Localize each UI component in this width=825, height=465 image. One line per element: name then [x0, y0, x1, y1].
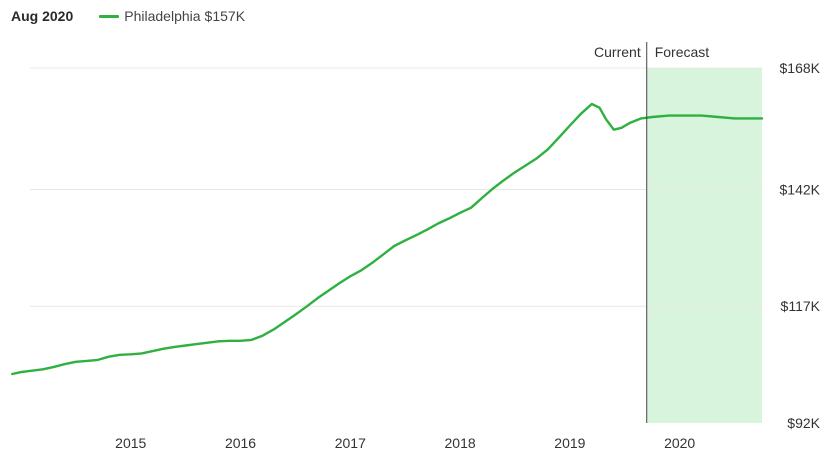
y-tick-label: $168K: [780, 60, 821, 76]
y-tick-label: $142K: [780, 181, 821, 197]
legend[interactable]: Philadelphia $157K: [99, 8, 245, 24]
chart-header: Aug 2020 Philadelphia $157K: [11, 6, 245, 26]
x-tick-label: 2018: [445, 435, 476, 451]
legend-swatch: [99, 14, 120, 18]
x-tick-label: 2020: [664, 435, 695, 451]
current-label: Current: [594, 44, 641, 60]
x-tick-label: 2019: [554, 435, 585, 451]
forecast-region: [646, 68, 762, 423]
date-label: Aug 2020: [11, 8, 74, 24]
x-tick-label: 2017: [335, 435, 366, 451]
forecast-label: Forecast: [655, 44, 710, 60]
legend-series-name: Philadelphia: [124, 8, 201, 24]
series-line: [11, 102, 764, 376]
x-tick-label: 2016: [225, 435, 256, 451]
y-tick-label: $117K: [781, 298, 821, 314]
legend-series-value: $157K: [204, 8, 246, 24]
y-tick-label: $92K: [787, 415, 820, 431]
x-tick-label: 2015: [115, 435, 146, 451]
